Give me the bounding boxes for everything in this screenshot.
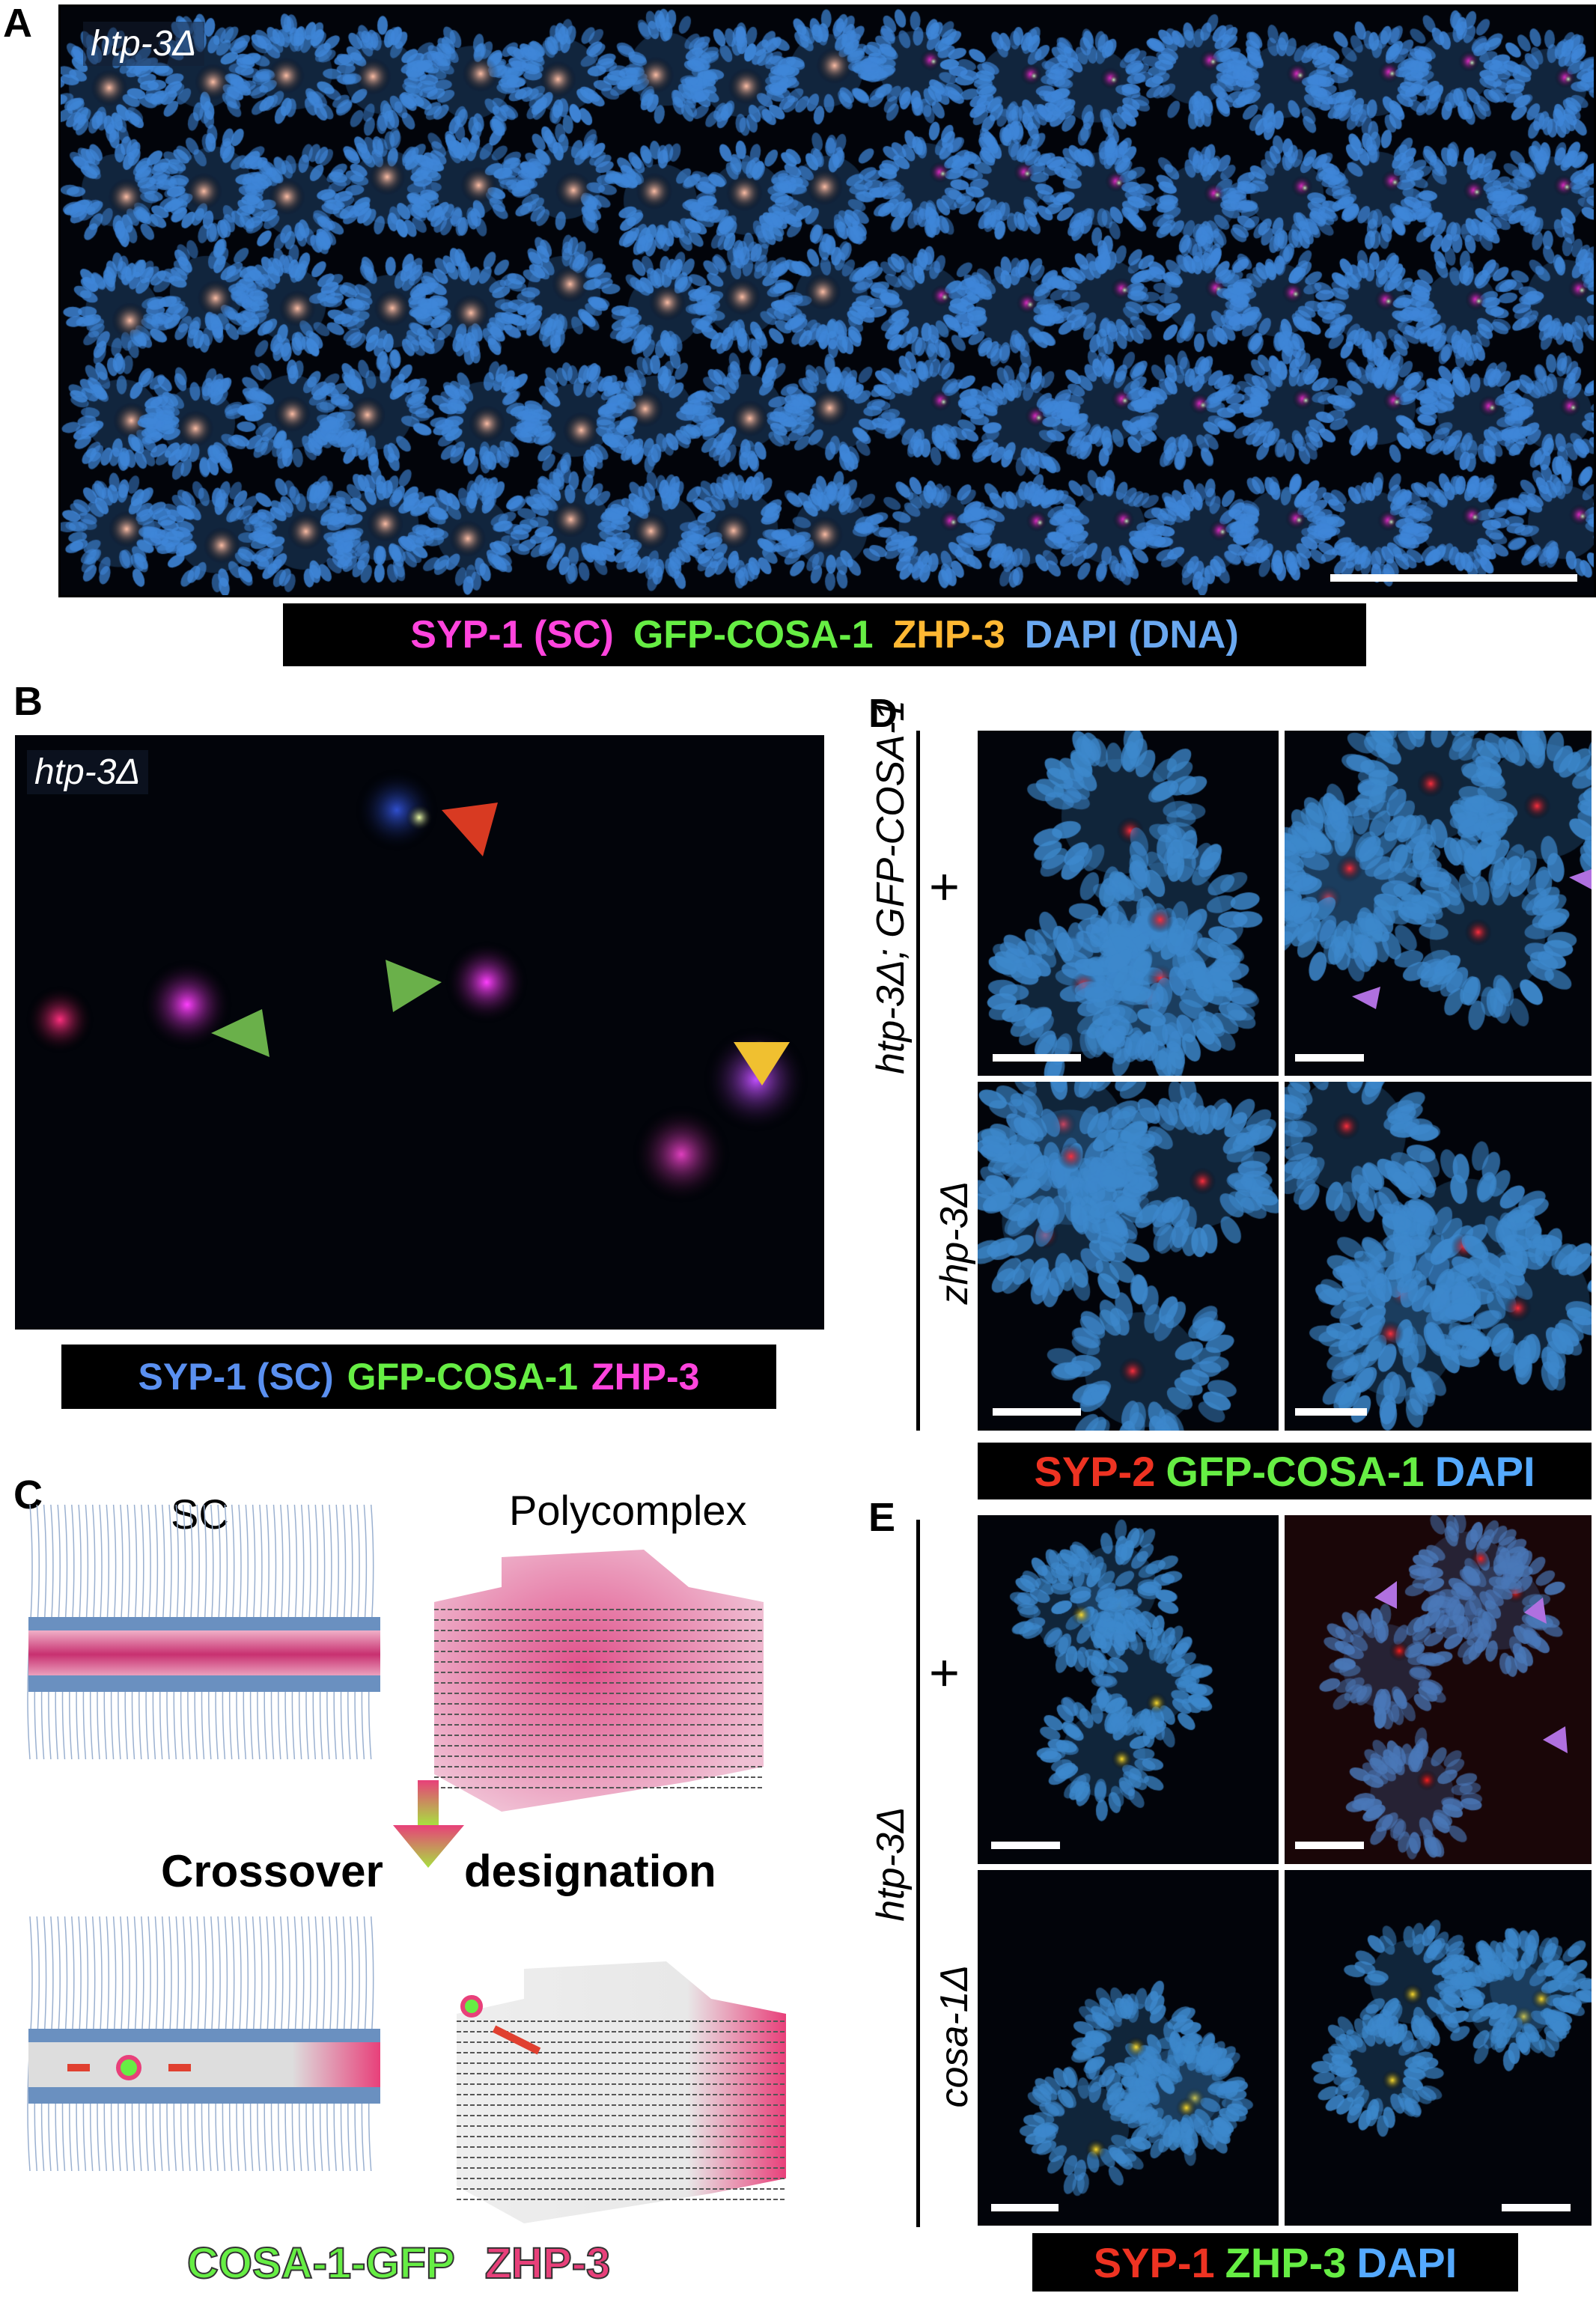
panel-a-legend: SYP-1 (SC) GFP-COSA-1 ZHP-3 DAPI (DNA) bbox=[283, 603, 1366, 666]
panel-b-legend: SYP-1 (SC) GFP-COSA-1 ZHP-3 bbox=[61, 1345, 776, 1409]
crossover-label: Crossover bbox=[161, 1846, 383, 1896]
legend-syp2: SYP-2 bbox=[1034, 1447, 1156, 1495]
arrowhead-green-icon bbox=[211, 1009, 269, 1057]
panel-label-a: A bbox=[3, 1, 32, 46]
arrowhead-purple-icon bbox=[1374, 1581, 1397, 1609]
legend-gfp-cosa1: GFP-COSA-1 bbox=[1166, 1447, 1425, 1495]
panel-label-d: D bbox=[868, 691, 898, 736]
arrowhead-purple-icon bbox=[1543, 1726, 1568, 1753]
legend-dapi: DAPI bbox=[1434, 1447, 1535, 1495]
panel-d-row-label-2: zhp-3Δ bbox=[933, 1181, 976, 1305]
legend-dapi: DAPI (DNA) bbox=[1024, 613, 1239, 657]
panel-e-row-label-2: cosa-1Δ bbox=[933, 1964, 976, 2108]
panel-d-image-3 bbox=[978, 1082, 1279, 1431]
legend-zhp3: ZHP-3 bbox=[892, 613, 1005, 657]
group-bracket-d bbox=[916, 731, 920, 1431]
scale-bar bbox=[1330, 574, 1577, 582]
arrowhead-purple-icon bbox=[1524, 1598, 1547, 1624]
legend-zhp3: ZHP-3 bbox=[484, 2238, 612, 2289]
panel-d-legend: SYP-2 GFP-COSA-1 DAPI bbox=[978, 1443, 1592, 1499]
panel-e-image-1 bbox=[978, 1515, 1279, 1864]
panel-e-group-label: htp-3Δ bbox=[869, 1806, 913, 1922]
transition-arrow-icon bbox=[393, 1825, 464, 1868]
panel-b-genotype: htp-3Δ bbox=[27, 750, 148, 794]
polycomplex-title: Polycomplex bbox=[509, 1487, 747, 1534]
legend-syp1: SYP-1 (SC) bbox=[138, 1356, 334, 1398]
panel-a-genotype: htp-3Δ bbox=[83, 22, 204, 66]
panel-d-row-label-1: + bbox=[914, 871, 973, 903]
legend-gfp-cosa1: GFP-COSA-1 bbox=[633, 613, 874, 657]
legend-dapi: DAPI bbox=[1356, 2238, 1458, 2286]
polycomplex-diagram-bottom bbox=[457, 1961, 786, 2223]
arrowhead-purple-icon bbox=[1569, 868, 1592, 889]
legend-gfp-cosa1: GFP-COSA-1 bbox=[347, 1356, 579, 1398]
group-bracket-e bbox=[916, 1520, 920, 2227]
arrowheads bbox=[211, 803, 790, 1085]
arrowhead-purple-icon bbox=[1352, 987, 1380, 1009]
panel-e-legend: SYP-1 ZHP-3 DAPI bbox=[1032, 2233, 1518, 2292]
panel-label-e: E bbox=[868, 1495, 896, 1540]
panel-a-micrograph: htp-3Δ bbox=[58, 4, 1596, 597]
arrowhead-green-icon bbox=[386, 960, 442, 1012]
panel-d-group-label: htp-3Δ; GFP-COSA-1 bbox=[869, 699, 913, 1074]
legend-cosa1-gfp: COSA-1-GFP bbox=[186, 2238, 456, 2289]
arrowhead-red-icon bbox=[442, 803, 498, 856]
legend-syp1: SYP-1 bbox=[1093, 2238, 1215, 2286]
polycomplex-diagram-top bbox=[434, 1550, 764, 1812]
panel-e-row-label-1: + bbox=[914, 1657, 973, 1689]
transition-arrow-shaft bbox=[418, 1780, 439, 1825]
panel-d-image-2 bbox=[1285, 731, 1592, 1076]
panel-c-schematic bbox=[27, 1504, 786, 2223]
arrowhead-yellow-icon bbox=[734, 1042, 790, 1085]
panel-label-b: B bbox=[13, 679, 43, 724]
panel-b-micrograph: htp-3Δ bbox=[15, 735, 824, 1330]
panel-e-image-3 bbox=[978, 1870, 1279, 2226]
legend-zhp3: ZHP-3 bbox=[591, 1356, 700, 1398]
panel-d-image-4 bbox=[1285, 1082, 1592, 1431]
sc-diagram-bottom bbox=[27, 1916, 380, 2172]
panel-e-image-4 bbox=[1285, 1870, 1592, 2226]
designation-label: designation bbox=[464, 1846, 716, 1896]
legend-syp1: SYP-1 (SC) bbox=[410, 613, 614, 657]
panel-e-image-2 bbox=[1285, 1515, 1592, 1864]
sc-diagram-top bbox=[27, 1504, 380, 1760]
panel-c-legend: COSA-1-GFP ZHP-3 bbox=[186, 2238, 612, 2289]
legend-zhp3: ZHP-3 bbox=[1225, 2238, 1347, 2286]
panel-d-image-1 bbox=[978, 731, 1279, 1076]
